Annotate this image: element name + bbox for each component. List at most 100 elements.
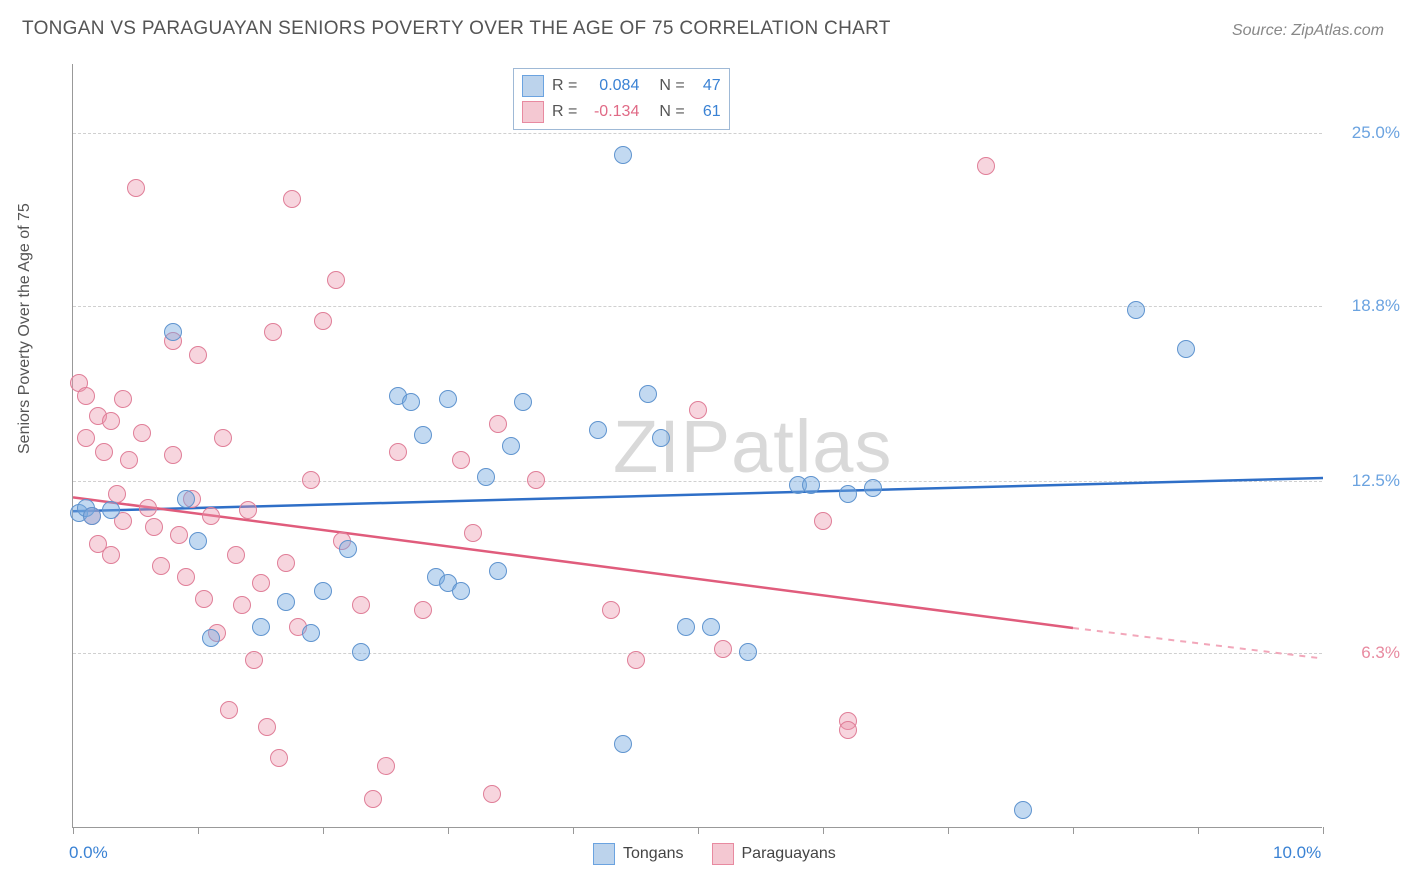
legend-series-item: Paraguayans bbox=[712, 843, 836, 865]
scatter-point-paraguayans bbox=[483, 785, 501, 803]
scatter-point-paraguayans bbox=[170, 526, 188, 544]
scatter-point-paraguayans bbox=[527, 471, 545, 489]
scatter-point-tongans bbox=[102, 501, 120, 519]
gridline bbox=[73, 481, 1322, 482]
x-tick bbox=[698, 827, 699, 834]
scatter-point-paraguayans bbox=[77, 429, 95, 447]
x-tick bbox=[1323, 827, 1324, 834]
scatter-point-paraguayans bbox=[464, 524, 482, 542]
scatter-point-paraguayans bbox=[814, 512, 832, 530]
trendline bbox=[73, 497, 1073, 628]
scatter-point-paraguayans bbox=[189, 346, 207, 364]
scatter-point-paraguayans bbox=[202, 507, 220, 525]
scatter-point-paraguayans bbox=[108, 485, 126, 503]
scatter-point-tongans bbox=[477, 468, 495, 486]
plot-area: ZIPatlas R =0.084N =47R =-0.134N =61 Ton… bbox=[72, 64, 1322, 828]
scatter-point-tongans bbox=[489, 562, 507, 580]
x-tick bbox=[948, 827, 949, 834]
legend-swatch bbox=[593, 843, 615, 865]
scatter-point-paraguayans bbox=[245, 651, 263, 669]
x-tick bbox=[573, 827, 574, 834]
legend-swatch bbox=[712, 843, 734, 865]
watermark: ZIPatlas bbox=[613, 404, 892, 489]
scatter-point-paraguayans bbox=[314, 312, 332, 330]
scatter-point-paraguayans bbox=[102, 546, 120, 564]
scatter-point-tongans bbox=[614, 146, 632, 164]
chart-title: TONGAN VS PARAGUAYAN SENIORS POVERTY OVE… bbox=[22, 18, 891, 40]
legend-series: Tongans Paraguayans bbox=[593, 843, 836, 865]
x-tick bbox=[1073, 827, 1074, 834]
legend-r-value: -0.134 bbox=[585, 103, 639, 121]
scatter-point-tongans bbox=[414, 426, 432, 444]
legend-stat-row: R =0.084N =47 bbox=[522, 73, 721, 99]
scatter-point-tongans bbox=[702, 618, 720, 636]
scatter-point-tongans bbox=[639, 385, 657, 403]
scatter-point-tongans bbox=[589, 421, 607, 439]
source-label: Source: ZipAtlas.com bbox=[1232, 22, 1384, 40]
legend-n-label: N = bbox=[659, 103, 684, 121]
legend-r-label: R = bbox=[552, 77, 577, 95]
legend-r-value: 0.084 bbox=[585, 77, 639, 95]
scatter-point-paraguayans bbox=[277, 554, 295, 572]
scatter-point-paraguayans bbox=[283, 190, 301, 208]
scatter-point-paraguayans bbox=[95, 443, 113, 461]
x-axis-label: 10.0% bbox=[1273, 843, 1321, 863]
scatter-point-tongans bbox=[802, 476, 820, 494]
scatter-point-tongans bbox=[739, 643, 757, 661]
legend-series-item: Tongans bbox=[593, 843, 684, 865]
scatter-point-paraguayans bbox=[127, 179, 145, 197]
scatter-point-paraguayans bbox=[227, 546, 245, 564]
scatter-point-tongans bbox=[1014, 801, 1032, 819]
scatter-point-tongans bbox=[189, 532, 207, 550]
watermark-bold: ZIP bbox=[613, 405, 731, 488]
trend-svg bbox=[73, 64, 1323, 828]
scatter-point-tongans bbox=[277, 593, 295, 611]
scatter-point-paraguayans bbox=[220, 701, 238, 719]
scatter-point-paraguayans bbox=[327, 271, 345, 289]
scatter-point-tongans bbox=[614, 735, 632, 753]
scatter-point-paraguayans bbox=[714, 640, 732, 658]
scatter-point-paraguayans bbox=[389, 443, 407, 461]
scatter-point-paraguayans bbox=[164, 446, 182, 464]
scatter-point-paraguayans bbox=[302, 471, 320, 489]
scatter-point-paraguayans bbox=[114, 390, 132, 408]
x-tick bbox=[198, 827, 199, 834]
scatter-point-paraguayans bbox=[489, 415, 507, 433]
scatter-point-paraguayans bbox=[270, 749, 288, 767]
scatter-point-tongans bbox=[352, 643, 370, 661]
x-axis-label: 0.0% bbox=[69, 843, 108, 863]
scatter-point-paraguayans bbox=[602, 601, 620, 619]
legend-stats: R =0.084N =47R =-0.134N =61 bbox=[513, 68, 730, 130]
scatter-point-paraguayans bbox=[239, 501, 257, 519]
x-tick bbox=[448, 827, 449, 834]
scatter-point-paraguayans bbox=[102, 412, 120, 430]
scatter-point-tongans bbox=[1177, 340, 1195, 358]
scatter-point-paraguayans bbox=[977, 157, 995, 175]
scatter-point-tongans bbox=[402, 393, 420, 411]
scatter-point-paraguayans bbox=[195, 590, 213, 608]
scatter-point-paraguayans bbox=[414, 601, 432, 619]
legend-series-label: Tongans bbox=[623, 845, 684, 863]
scatter-point-paraguayans bbox=[133, 424, 151, 442]
scatter-point-tongans bbox=[677, 618, 695, 636]
scatter-point-paraguayans bbox=[139, 499, 157, 517]
scatter-point-tongans bbox=[314, 582, 332, 600]
legend-n-label: N = bbox=[659, 77, 684, 95]
scatter-point-tongans bbox=[502, 437, 520, 455]
scatter-point-paraguayans bbox=[252, 574, 270, 592]
scatter-point-tongans bbox=[83, 507, 101, 525]
scatter-point-paraguayans bbox=[377, 757, 395, 775]
scatter-point-paraguayans bbox=[177, 568, 195, 586]
scatter-point-paraguayans bbox=[77, 387, 95, 405]
legend-series-label: Paraguayans bbox=[742, 845, 836, 863]
y-tick-label: 6.3% bbox=[1361, 643, 1400, 663]
scatter-point-tongans bbox=[514, 393, 532, 411]
scatter-point-paraguayans bbox=[145, 518, 163, 536]
gridline bbox=[73, 133, 1322, 134]
legend-swatch bbox=[522, 75, 544, 97]
legend-r-label: R = bbox=[552, 103, 577, 121]
x-tick bbox=[1198, 827, 1199, 834]
scatter-point-tongans bbox=[164, 323, 182, 341]
trendline bbox=[73, 478, 1323, 511]
scatter-point-tongans bbox=[864, 479, 882, 497]
